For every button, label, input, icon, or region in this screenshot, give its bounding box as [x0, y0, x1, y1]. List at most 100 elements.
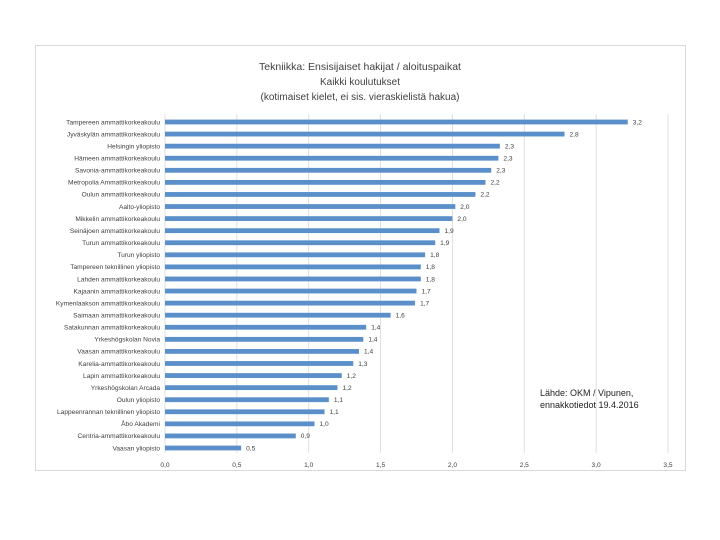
bar	[165, 312, 391, 318]
category-label: Lapin ammattikorkeakoulu	[83, 373, 160, 380]
value-label: 2,3	[503, 156, 512, 163]
value-label: 2,2	[480, 192, 489, 199]
category-label: Aalto-yliopisto	[119, 204, 160, 211]
category-label: Mikkelin ammattikorkeakoulu	[75, 216, 160, 223]
value-label: 1,6	[396, 312, 405, 319]
category-label: Jyväskylän ammattikorkeakoulu	[67, 131, 160, 138]
bar	[165, 252, 426, 258]
category-label: Karelia-ammattikorkeakoulu	[78, 361, 160, 368]
chart-title: Tekniikka: Ensisijaiset hakijat / aloitu…	[259, 61, 461, 73]
value-label: 1,8	[426, 264, 435, 271]
source-note-line-1: Lähde: OKM / Vipunen,	[540, 388, 633, 398]
bar	[165, 445, 242, 451]
bar	[165, 336, 364, 342]
chart-subtitle-line-1: Kaikki koulutukset	[320, 77, 400, 88]
bar	[165, 155, 499, 161]
bar	[165, 192, 476, 197]
value-label: 1,1	[330, 409, 339, 416]
x-tick-label: 2,5	[520, 462, 529, 469]
bar	[165, 179, 486, 185]
value-label: 2,0	[460, 204, 469, 211]
bar	[165, 143, 500, 149]
value-label: 1,2	[342, 385, 351, 392]
category-label: Kymenlaakson ammattikorkeakoulu	[56, 300, 160, 307]
value-label: 1,7	[422, 288, 431, 295]
value-label: 1,0	[319, 421, 328, 428]
category-label: Oulun yliopisto	[117, 397, 161, 404]
category-label: Hämeen ammattikorkeakoulu	[74, 156, 160, 163]
category-label: Tampereen ammattikorkeakoulu	[66, 119, 160, 126]
bar	[165, 131, 565, 137]
bar	[165, 276, 421, 282]
value-label: 1,3	[358, 361, 367, 368]
value-label: 2,3	[496, 168, 505, 175]
category-label: Seinäjoen ammattikorkeakoulu	[70, 228, 160, 235]
bar	[165, 433, 296, 439]
bar	[165, 397, 329, 403]
chart-subtitle-line-2: (kotimaiset kielet, ei sis. vieraskielis…	[261, 92, 460, 103]
bar	[165, 216, 453, 221]
category-label: Kajaanin ammattikorkeakoulu	[74, 288, 161, 295]
category-label: Oulun ammattikorkeakoulu	[82, 192, 161, 199]
source-note-line-2: ennakkotiedot 19.4.2016	[540, 400, 639, 410]
chart-frame	[35, 45, 686, 471]
bar	[165, 300, 416, 306]
value-labels: 3,22,82,32,32,32,22,22,02,01,91,91,81,81…	[246, 119, 642, 452]
value-label: 1,8	[430, 252, 439, 259]
category-label: Vaasan yliopisto	[112, 445, 160, 452]
category-label: Vaasan ammattikorkeakoulu	[77, 349, 160, 356]
category-label: Turun yliopisto	[117, 252, 160, 259]
value-label: 0,5	[246, 445, 255, 452]
value-label: 1,8	[426, 276, 435, 283]
value-label: 1,9	[440, 240, 449, 247]
value-label: 1,4	[364, 349, 373, 356]
bar	[165, 421, 315, 427]
category-label: Lahden ammattikorkeakoulu	[77, 276, 160, 283]
bar	[165, 288, 417, 294]
category-label: Saimaan ammattikorkeakoulu	[73, 312, 160, 319]
bar	[165, 228, 440, 234]
category-label: Yrkeshögskolan Novia	[94, 337, 160, 344]
bar	[165, 167, 492, 173]
x-tick-label: 0,0	[160, 462, 169, 469]
value-label: 1,7	[420, 300, 429, 307]
bar	[165, 324, 367, 330]
bar	[165, 349, 360, 354]
x-tick-label: 0,5	[232, 462, 241, 469]
bar	[165, 264, 421, 270]
value-label: 1,1	[334, 397, 343, 404]
value-label: 3,2	[633, 119, 642, 126]
x-tick-label: 3,5	[663, 462, 672, 469]
bar	[165, 361, 354, 366]
category-label: Yrkeshögskolan Arcada	[91, 385, 161, 392]
bars	[165, 119, 628, 451]
category-label: Lappeenrannan teknillinen yliopisto	[57, 409, 160, 416]
category-labels: Tampereen ammattikorkeakoulu Jyväskylän a…	[56, 119, 161, 452]
value-label: 1,4	[371, 325, 380, 332]
value-label: 2,0	[457, 216, 466, 223]
value-label: 1,9	[444, 228, 453, 235]
bar	[165, 204, 456, 209]
category-label: Centria-ammattikorkeakoulu	[78, 433, 161, 440]
value-label: 2,8	[570, 131, 579, 138]
x-tick-label: 3,0	[592, 462, 601, 469]
value-label: 0,9	[301, 433, 310, 440]
category-label: Savonia-ammattikorkeakoulu	[75, 168, 160, 175]
category-label: Helsingin yliopisto	[107, 143, 160, 150]
value-label: 1,2	[347, 373, 356, 380]
bar	[165, 119, 628, 125]
x-tick-label: 2,0	[448, 462, 457, 469]
category-label: Turun ammattikorkeakoulu	[82, 240, 160, 247]
x-tick-label: 1,0	[304, 462, 313, 469]
bar	[165, 409, 325, 415]
category-label: Satakunnan ammattikorkeakoulu	[64, 325, 160, 332]
value-label: 1,4	[368, 337, 377, 344]
category-label: Åbo Akademi	[121, 419, 160, 428]
bar	[165, 373, 342, 378]
value-label: 2,2	[490, 180, 499, 187]
x-axis-tick-labels: 0,0 0,5 1,0 1,5 2,0 2,5 3,0 3,5	[160, 462, 672, 469]
bar	[165, 385, 338, 391]
value-label: 2,3	[505, 143, 514, 150]
